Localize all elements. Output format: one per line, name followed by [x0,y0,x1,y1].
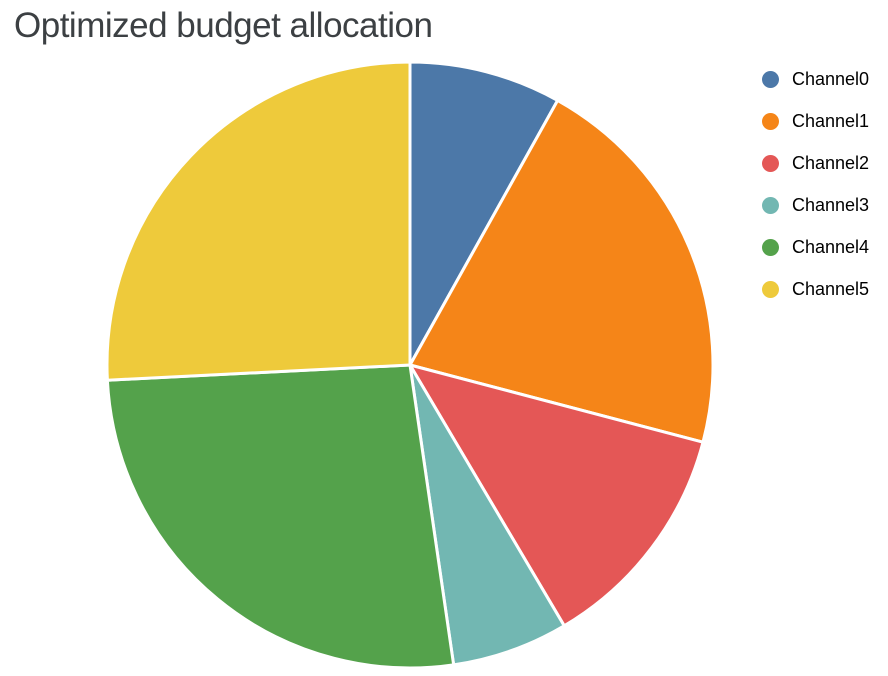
legend-item-channel1: Channel1 [758,108,869,134]
pie-slice-channel3 [408,363,566,667]
pie-slice-channel4 [105,363,456,670]
pie-slice-channel2 [408,363,705,628]
pie-slice-channel5 [105,60,412,382]
legend-swatch-channel5 [762,280,779,298]
legend-swatch-channel4 [762,238,779,256]
legend-label: Channel3 [792,194,870,215]
legend: Channel0 Channel1 Channel2 Channel3 Channel4… [758,66,869,302]
legend-label: Channel5 [792,278,870,299]
pie-slice-channel1 [408,98,715,444]
legend-item-channel2: Channel2 [758,150,869,176]
legend-swatch-channel0 [762,70,779,88]
legend-label: Channel4 [792,236,870,257]
legend-item-channel4: Channel4 [758,234,869,260]
legend-item-channel0: Channel0 [758,66,869,92]
legend-swatch-channel1 [762,112,779,130]
chart-title: Optimized budget allocation [14,6,433,45]
legend-label: Channel0 [792,68,870,89]
legend-item-channel5: Channel5 [758,276,869,302]
legend-swatch-channel3 [762,196,779,214]
legend-label: Channel2 [792,152,870,173]
pie-slice-channel0 [408,60,560,367]
legend-swatch-channel2 [762,154,779,172]
legend-label: Channel1 [792,110,870,131]
legend-item-channel3: Channel3 [758,192,869,218]
